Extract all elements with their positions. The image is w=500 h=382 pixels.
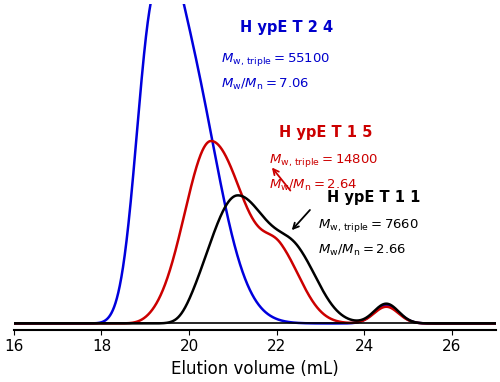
- Text: H ypE T 2 4: H ypE T 2 4: [240, 20, 334, 36]
- X-axis label: Elution volume (mL): Elution volume (mL): [171, 360, 338, 378]
- Text: H ypE T 1 1: H ypE T 1 1: [327, 189, 420, 205]
- Text: $M_{\rm w}/M_{\rm n}=7.06$: $M_{\rm w}/M_{\rm n}=7.06$: [221, 78, 310, 92]
- Text: $M_{\rm w}/M_{\rm n}=2.64$: $M_{\rm w}/M_{\rm n}=2.64$: [270, 178, 358, 193]
- Text: $M_{\rm w,\,triple}=55100$: $M_{\rm w,\,triple}=55100$: [221, 51, 330, 68]
- Text: H ypE T 1 5: H ypE T 1 5: [279, 125, 372, 139]
- Text: $M_{\rm w}/M_{\rm n}=2.66$: $M_{\rm w}/M_{\rm n}=2.66$: [318, 243, 406, 259]
- Text: $M_{\rm w,\,triple}=14800$: $M_{\rm w,\,triple}=14800$: [270, 152, 378, 169]
- Text: $M_{\rm w,\,triple}=7660$: $M_{\rm w,\,triple}=7660$: [318, 217, 418, 234]
